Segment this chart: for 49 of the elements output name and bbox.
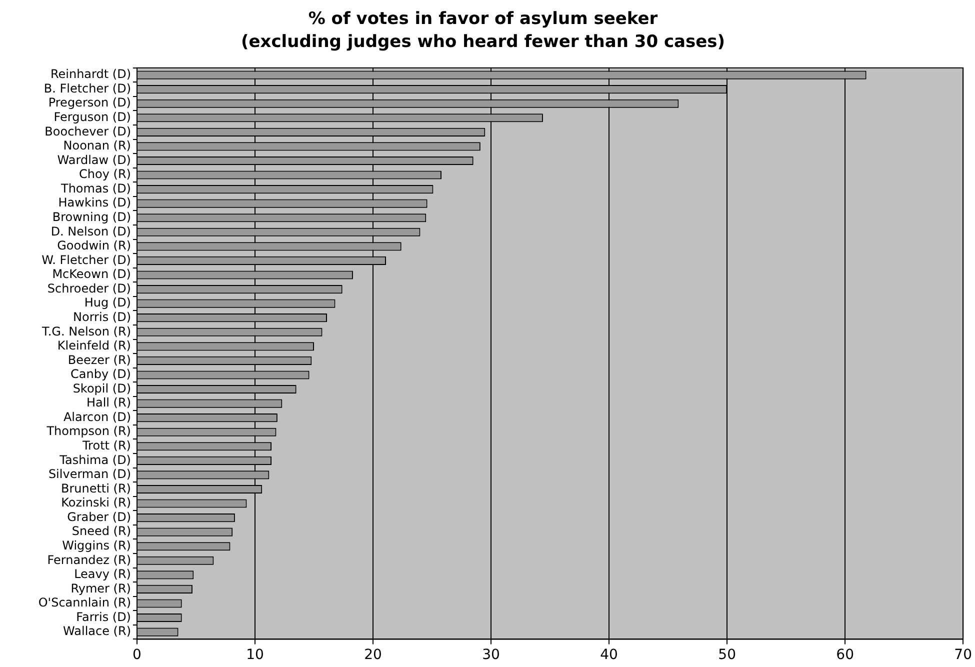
y-tick-label: Beezer (R) — [68, 352, 131, 367]
y-tick-label: Farris (D) — [76, 610, 131, 624]
x-tick-label: 20 — [364, 647, 382, 664]
y-tick-label: Hug (D) — [84, 296, 131, 310]
y-tick-label: Leavy (R) — [74, 567, 131, 582]
y-tick-label: Skopil (D) — [72, 381, 131, 396]
y-tick-label: Boochever (D) — [44, 124, 131, 138]
y-tick-label: Trott (R) — [81, 438, 131, 453]
y-tick-label: Choy (R) — [79, 167, 131, 182]
y-tick-label: Wardlaw (D) — [57, 152, 131, 167]
x-tick-label: 60 — [836, 647, 854, 664]
y-tick-label: Thomas (D) — [60, 181, 131, 196]
y-tick-label: Pregerson (D) — [48, 96, 131, 110]
y-tick-label: Reinhardt (D) — [50, 67, 131, 82]
y-tick-label: Hawkins (D) — [58, 196, 131, 210]
y-tick-label: Hall (R) — [86, 396, 131, 410]
y-tick-label: Kozinski (R) — [61, 496, 131, 510]
y-tick-label: B. Fletcher (D) — [44, 81, 131, 96]
y-tick-label: Browning (D) — [52, 210, 131, 224]
x-tick-label: 40 — [600, 647, 618, 664]
y-tick-label: Tashima (D) — [58, 452, 131, 467]
chart-title: % of votes in favor of asylum seeker (excluding judges who heard fewer than 30 cases) — [240, 8, 726, 52]
x-tick-label: 0 — [132, 647, 142, 664]
x-tick-label: 10 — [246, 647, 264, 664]
y-tick-label: Wiggins (R) — [62, 538, 131, 552]
y-tick-label: W. Fletcher (D) — [42, 252, 131, 267]
y-tick-label: Kleinfeld (R) — [57, 338, 131, 353]
x-tick-label: 50 — [718, 647, 736, 664]
x-tick-label: 70 — [954, 647, 972, 664]
y-tick-label: Alarcon (D) — [63, 410, 131, 424]
y-tick-label: Schroeder (D) — [47, 281, 131, 296]
y-tick-label: Goodwin (R) — [57, 238, 131, 253]
y-tick-label: Sneed (R) — [72, 524, 131, 538]
y-tick-label: Ferguson (D) — [54, 110, 131, 124]
y-tick-label: Wallace (R) — [63, 624, 131, 638]
y-tick-label: T.G. Nelson (R) — [40, 324, 131, 338]
y-tick-label: McKeown (D) — [52, 267, 131, 282]
y-tick-label: Fernandez (R) — [47, 552, 131, 567]
y-tick-label: D. Nelson (D) — [50, 224, 131, 238]
y-tick-label: Norris (D) — [73, 310, 131, 324]
y-tick-label: Canby (D) — [70, 367, 131, 382]
y-tick-label: O'Scannlain (R) — [38, 596, 131, 610]
y-tick-label: Thompson (R) — [46, 424, 131, 438]
y-tick-label: Noonan (R) — [63, 138, 131, 153]
y-tick-label: Rymer (R) — [70, 581, 131, 596]
y-tick-label: Silverman (D) — [48, 467, 131, 482]
y-tick-label: Graber (D) — [67, 510, 131, 524]
y-tick-label: Brunetti (R) — [60, 481, 131, 496]
x-tick-label: 30 — [482, 647, 500, 664]
